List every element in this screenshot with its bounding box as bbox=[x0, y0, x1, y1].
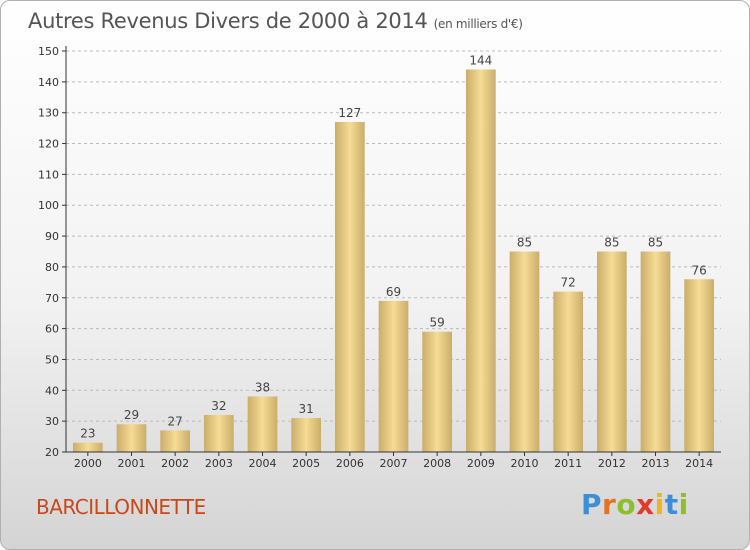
bar-2007 bbox=[378, 300, 409, 452]
bar-2009 bbox=[465, 69, 496, 452]
data-label: 85 bbox=[648, 236, 663, 250]
data-label: 38 bbox=[255, 380, 270, 394]
data-label: 29 bbox=[124, 408, 139, 422]
y-tick-label: 60 bbox=[45, 323, 59, 336]
data-labels: 23 29 27 32 38 31 127 69 59 144 85 72 85 85 76 bbox=[80, 54, 707, 441]
y-tick-label: 150 bbox=[38, 45, 59, 58]
logo-letter: r bbox=[602, 488, 617, 521]
data-label: 31 bbox=[299, 402, 314, 416]
x-tick-label: 2012 bbox=[598, 457, 626, 470]
x-tick-label: 2008 bbox=[423, 457, 451, 470]
data-label: 32 bbox=[211, 399, 226, 413]
y-tick-label: 130 bbox=[38, 107, 59, 120]
logo-letter: x bbox=[636, 488, 655, 521]
x-tick-label: 2000 bbox=[74, 457, 102, 470]
title-unit: (en milliers d'€) bbox=[433, 17, 523, 31]
data-label: 85 bbox=[517, 236, 532, 250]
data-label: 127 bbox=[338, 106, 361, 120]
commune-name: BARCILLONNETTE bbox=[36, 495, 206, 519]
x-tick-label: 2002 bbox=[161, 457, 189, 470]
logo-letter: i bbox=[654, 488, 665, 521]
data-label: 76 bbox=[692, 263, 707, 277]
y-tick-label: 120 bbox=[38, 138, 59, 151]
bar-2004 bbox=[247, 396, 278, 452]
bar-2012 bbox=[596, 251, 627, 452]
logo-letter: o bbox=[616, 488, 637, 521]
y-tick-label: 50 bbox=[45, 353, 59, 366]
logo-letter: t bbox=[664, 488, 679, 521]
data-label: 69 bbox=[386, 285, 401, 299]
axes: 20 30 40 50 60 70 80 90 100 110 120 130 140 150 2000 20… bbox=[38, 45, 721, 470]
data-label: 59 bbox=[430, 316, 445, 330]
logo-letter: i bbox=[678, 488, 689, 521]
x-tick-label: 2001 bbox=[118, 457, 146, 470]
y-tick-label: 80 bbox=[45, 261, 59, 274]
logo-letter: P bbox=[581, 488, 603, 521]
x-tick-label: 2005 bbox=[292, 457, 320, 470]
grid-lines bbox=[66, 50, 721, 422]
y-tick-label: 20 bbox=[45, 446, 59, 459]
y-tick-label: 110 bbox=[38, 168, 59, 181]
bar-2002 bbox=[160, 430, 191, 452]
bar-chart: 23 29 27 32 38 31 127 69 59 144 85 72 85 85 76 20 30 40 5… bbox=[38, 45, 721, 470]
title-text: Autres Revenus Divers de 2000 à 2014 bbox=[28, 9, 428, 33]
bar-2013 bbox=[640, 251, 671, 452]
x-tick-label: 2011 bbox=[554, 457, 582, 470]
data-label: 23 bbox=[80, 427, 95, 441]
y-tick-label: 140 bbox=[38, 76, 59, 89]
bar-2001 bbox=[116, 424, 147, 452]
x-tick-label: 2004 bbox=[249, 457, 277, 470]
bar-2011 bbox=[553, 291, 584, 452]
data-label: 72 bbox=[561, 276, 576, 290]
bar-2003 bbox=[203, 414, 234, 452]
x-tick-label: 2006 bbox=[336, 457, 364, 470]
chart-title: Autres Revenus Divers de 2000 à 2014 (en … bbox=[28, 9, 523, 33]
data-label: 144 bbox=[469, 54, 492, 68]
y-tick-label: 70 bbox=[45, 292, 59, 305]
x-tick-label: 2007 bbox=[380, 457, 408, 470]
x-tick-label: 2009 bbox=[467, 457, 495, 470]
bar-2008 bbox=[422, 331, 453, 452]
y-tick-label: 40 bbox=[45, 384, 59, 397]
data-label: 85 bbox=[604, 236, 619, 250]
x-tick-label: 2010 bbox=[511, 457, 539, 470]
x-tick-label: 2013 bbox=[642, 457, 670, 470]
x-tick-label: 2003 bbox=[205, 457, 233, 470]
data-label: 27 bbox=[168, 414, 183, 428]
bar-2010 bbox=[509, 251, 540, 452]
x-tick-label: 2014 bbox=[685, 457, 713, 470]
bar-2014 bbox=[684, 279, 715, 452]
y-tick-label: 90 bbox=[45, 230, 59, 243]
proxiti-logo: Proxiti bbox=[581, 488, 689, 521]
bar-2000 bbox=[72, 442, 103, 452]
bars bbox=[72, 69, 715, 452]
bar-2005 bbox=[291, 418, 322, 452]
y-tick-label: 100 bbox=[38, 199, 59, 212]
bar-2006 bbox=[334, 121, 365, 452]
y-tick-label: 30 bbox=[45, 415, 59, 428]
